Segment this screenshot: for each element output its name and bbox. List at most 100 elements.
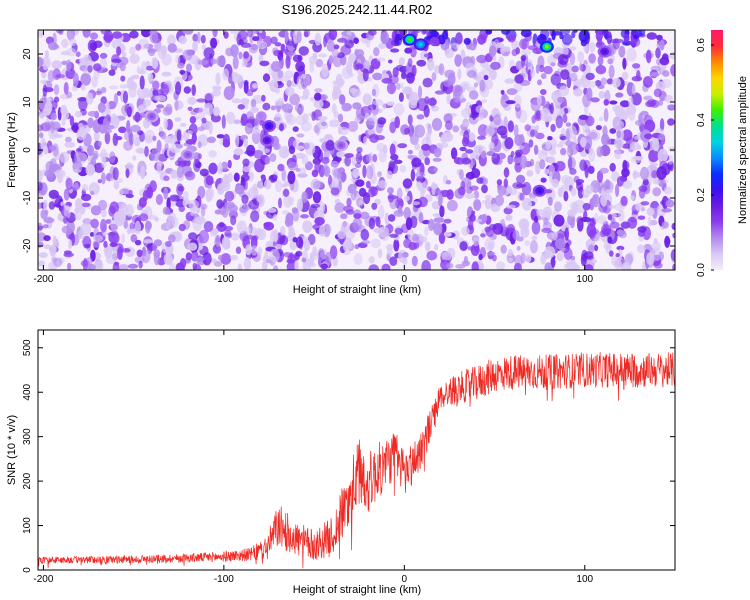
heatmap-cell xyxy=(253,149,264,159)
heatmap-cell xyxy=(221,206,229,218)
heatmap-cell xyxy=(587,131,598,140)
heatmap-cell xyxy=(82,218,92,225)
heatmap-cell xyxy=(43,244,51,249)
heatmap-cell xyxy=(141,249,151,264)
heatmap-cell xyxy=(93,63,102,72)
heatmap-cell xyxy=(50,112,57,121)
heatmap-cell xyxy=(616,130,622,139)
heatmap-cell xyxy=(197,141,202,149)
heatmap-cell xyxy=(588,244,595,254)
heatmap-cell xyxy=(233,119,241,125)
heatmap-cell xyxy=(459,241,468,252)
heatmap-cell xyxy=(635,202,643,211)
heatmap-cell xyxy=(459,169,464,181)
heatmap-cell xyxy=(77,122,85,137)
heatmap-cell xyxy=(483,74,489,81)
heatmap-cell xyxy=(376,57,386,62)
heatmap-cell xyxy=(292,237,298,243)
colorbar-ticks: 0.0 0.2 0.4 0.6 xyxy=(696,38,714,277)
heatmap-cell xyxy=(454,54,462,67)
heatmap-cell xyxy=(652,139,660,152)
heatmap-cell xyxy=(378,43,387,49)
heatmap-cell xyxy=(566,76,572,89)
heatmap-cell xyxy=(441,142,449,148)
heatmap-cell xyxy=(500,89,505,95)
heatmap-cell xyxy=(515,105,522,119)
heatmap-cell xyxy=(467,70,477,78)
heatmap-cell xyxy=(532,47,544,55)
heatmap-cell xyxy=(516,174,526,184)
heatmap-cell xyxy=(163,118,168,130)
heatmap-cell xyxy=(583,264,594,270)
heatmap-cell xyxy=(187,96,197,106)
heatmap-cell xyxy=(97,102,106,113)
heatmap-cell xyxy=(368,256,375,264)
heatmap-cell xyxy=(480,68,491,76)
heatmap-cell xyxy=(71,184,80,191)
heatmap-cell xyxy=(560,46,569,56)
heatmap-cell xyxy=(609,221,620,229)
heatmap-cell xyxy=(238,39,245,46)
heatmap-cell xyxy=(549,102,554,115)
heatmap-cell xyxy=(590,97,600,103)
heatmap-cell xyxy=(38,169,44,182)
heatmap-cell xyxy=(283,195,292,208)
heatmap-cell xyxy=(355,151,363,164)
heatmap-cell xyxy=(469,185,479,191)
heatmap-cell xyxy=(111,58,122,64)
heatmap-cell xyxy=(99,57,108,70)
heatmap-cell xyxy=(82,257,88,270)
heatmap-cell xyxy=(303,239,311,252)
heatmap-cell xyxy=(112,133,119,146)
heatmap-cell xyxy=(65,59,72,72)
y-tick-label: 200 xyxy=(22,472,33,489)
heatmap-cell xyxy=(273,116,281,122)
spectrogram-hotspots xyxy=(144,33,612,197)
heatmap-cell xyxy=(607,58,614,65)
heatmap-cell xyxy=(664,238,671,244)
heatmap-cell xyxy=(328,55,334,65)
heatmap-cell xyxy=(179,258,187,269)
heatmap-cell xyxy=(250,210,260,223)
snr-background xyxy=(38,330,675,570)
heatmap-cell xyxy=(221,236,231,250)
heatmap-cell xyxy=(314,162,322,174)
heatmap-cell xyxy=(228,210,238,219)
heatmap-cell xyxy=(416,181,422,191)
heatmap-cell xyxy=(101,208,107,218)
heatmap-cell xyxy=(64,141,76,148)
heatmap-cell xyxy=(672,232,675,239)
heatmap-cell xyxy=(87,110,99,117)
heatmap-cell xyxy=(176,165,184,178)
heatmap-cell xyxy=(197,153,202,160)
heatmap-cell xyxy=(588,53,596,64)
heatmap-cell xyxy=(137,86,148,100)
heatmap-cell xyxy=(583,45,589,53)
heatmap-cell xyxy=(98,199,108,211)
heatmap-cell xyxy=(55,74,65,79)
heatmap-cell xyxy=(347,121,359,132)
heatmap-cell xyxy=(500,244,507,254)
heatmap-cell xyxy=(309,251,320,261)
heatmap-cell xyxy=(144,220,151,234)
heatmap-cell xyxy=(417,85,423,100)
heatmap-cell xyxy=(485,30,493,35)
heatmap-cell xyxy=(511,49,518,57)
heatmap-cell xyxy=(89,32,99,40)
heatmap-cell xyxy=(340,222,350,233)
heatmap-cell xyxy=(372,99,384,106)
heatmap-cell xyxy=(340,213,348,220)
heatmap-cell xyxy=(144,135,153,144)
heatmap-cell xyxy=(438,192,443,207)
heatmap-cell xyxy=(178,205,185,213)
heatmap-cell xyxy=(424,96,430,104)
heatmap-cell xyxy=(497,185,507,196)
heatmap-cell xyxy=(401,72,407,80)
heatmap-cell xyxy=(482,177,488,185)
heatmap-cell xyxy=(303,31,309,38)
heatmap-cell xyxy=(372,154,378,163)
heatmap-cell xyxy=(196,31,201,44)
colorbar-tick-label: 0.0 xyxy=(696,263,707,277)
heatmap-cell xyxy=(112,167,119,181)
heatmap-cell xyxy=(38,260,45,267)
